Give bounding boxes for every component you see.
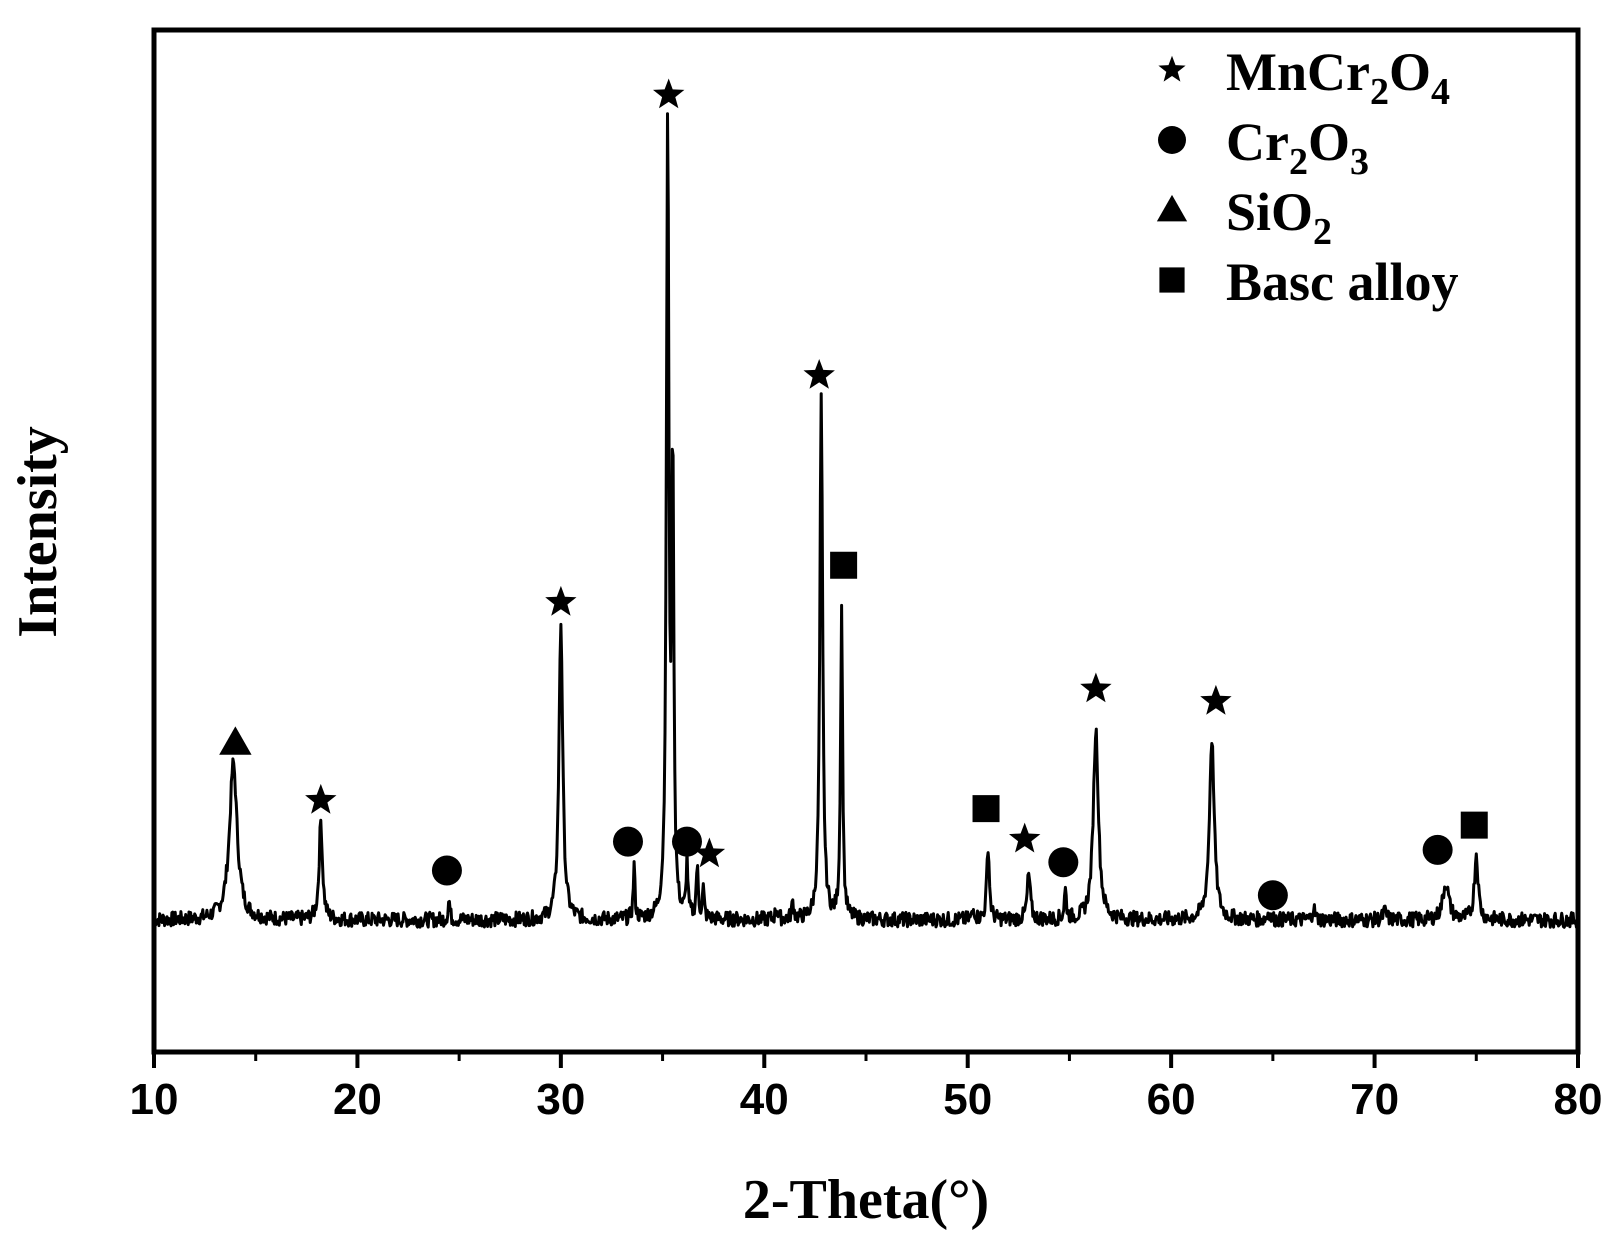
y-axis-title: Intensity xyxy=(7,426,69,638)
x-tick-label: 80 xyxy=(1554,1075,1603,1124)
x-axis-title: 2-Theta(°) xyxy=(743,1169,989,1231)
star-marker xyxy=(804,359,835,389)
circle-marker xyxy=(1048,847,1078,877)
star-marker xyxy=(653,79,684,109)
legend-circle-icon xyxy=(1158,126,1186,154)
x-tick-label: 60 xyxy=(1147,1075,1196,1124)
star-marker xyxy=(545,586,576,616)
xrd-spectrum-line xyxy=(154,114,1578,928)
x-tick-label: 50 xyxy=(943,1075,992,1124)
x-tick-label: 40 xyxy=(740,1075,789,1124)
circle-marker xyxy=(432,856,462,886)
plot-frame xyxy=(154,30,1578,1052)
star-marker xyxy=(305,784,336,814)
circle-marker xyxy=(1258,880,1288,910)
x-tick-label: 20 xyxy=(333,1075,382,1124)
x-tick-label: 70 xyxy=(1350,1075,1399,1124)
circle-marker xyxy=(613,827,643,857)
legend-label: SiO2 xyxy=(1226,182,1332,253)
star-marker xyxy=(1080,673,1111,703)
square-marker xyxy=(973,795,1000,822)
legend-label: MnCr2O4 xyxy=(1226,42,1450,113)
legend: MnCr2O4Cr2O3SiO2Basc alloy xyxy=(1157,42,1459,312)
circle-marker xyxy=(672,827,702,857)
legend-square-icon xyxy=(1159,267,1184,292)
legend-star-icon xyxy=(1158,56,1185,82)
legend-triangle-icon xyxy=(1157,195,1187,221)
legend-label: Basc alloy xyxy=(1226,252,1459,312)
circle-marker xyxy=(1423,835,1453,865)
star-marker xyxy=(1009,823,1040,853)
x-tick-label: 30 xyxy=(536,1075,585,1124)
x-tick-label: 10 xyxy=(130,1075,179,1124)
star-marker xyxy=(1200,685,1231,715)
square-marker xyxy=(1461,812,1488,839)
triangle-marker xyxy=(219,726,251,754)
legend-label: Cr2O3 xyxy=(1226,112,1369,183)
square-marker xyxy=(830,552,857,579)
x-axis-tick-labels: 10 20 30 40 50 60 70 80 xyxy=(130,1075,1603,1124)
